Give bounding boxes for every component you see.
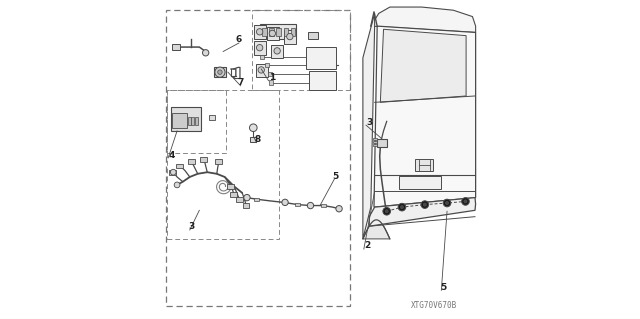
Circle shape	[464, 200, 467, 203]
Bar	[177, 164, 184, 168]
Bar	[308, 32, 318, 40]
Polygon shape	[374, 26, 476, 207]
Bar	[276, 28, 281, 36]
Bar	[271, 45, 284, 58]
Bar	[260, 55, 264, 59]
Bar	[236, 197, 243, 202]
Bar	[269, 80, 273, 85]
Circle shape	[336, 205, 342, 212]
Bar	[321, 204, 326, 207]
Bar	[284, 28, 288, 36]
Bar	[167, 90, 278, 239]
Circle shape	[257, 45, 263, 51]
Text: 5: 5	[441, 283, 447, 292]
Circle shape	[307, 202, 314, 209]
Bar	[255, 63, 268, 77]
Bar	[267, 27, 278, 41]
Bar	[376, 138, 387, 147]
Circle shape	[421, 201, 429, 208]
Circle shape	[423, 203, 426, 206]
Circle shape	[244, 195, 250, 201]
Bar	[250, 137, 257, 142]
Circle shape	[398, 203, 406, 211]
Bar	[269, 28, 274, 36]
Text: 6: 6	[236, 35, 242, 44]
Circle shape	[250, 124, 257, 131]
Text: 4: 4	[168, 151, 175, 160]
Circle shape	[282, 199, 288, 205]
Bar	[295, 203, 300, 206]
Text: 3: 3	[366, 118, 372, 127]
Bar	[227, 184, 234, 189]
Circle shape	[202, 50, 209, 56]
Bar	[373, 141, 376, 143]
Circle shape	[445, 201, 449, 204]
Circle shape	[269, 30, 276, 37]
Circle shape	[385, 210, 388, 213]
Polygon shape	[369, 197, 476, 226]
Bar	[230, 192, 237, 197]
Circle shape	[170, 169, 176, 175]
Bar	[188, 159, 195, 164]
Bar	[373, 138, 376, 140]
Polygon shape	[363, 220, 390, 239]
Bar	[252, 10, 350, 90]
Circle shape	[401, 205, 404, 209]
Polygon shape	[380, 29, 466, 102]
Circle shape	[258, 67, 264, 73]
Circle shape	[444, 199, 451, 207]
Polygon shape	[363, 13, 374, 239]
Bar	[260, 24, 296, 39]
Bar	[291, 28, 295, 36]
Bar	[254, 26, 266, 39]
Bar	[254, 197, 259, 201]
Bar	[172, 114, 187, 128]
Bar	[195, 117, 198, 125]
Bar	[254, 41, 266, 55]
Circle shape	[461, 197, 469, 205]
Circle shape	[274, 48, 280, 54]
Circle shape	[215, 67, 225, 77]
Circle shape	[174, 182, 180, 188]
Bar	[172, 44, 180, 50]
Bar	[200, 157, 207, 162]
Bar	[167, 90, 227, 153]
Text: 1: 1	[269, 73, 275, 82]
Bar	[268, 71, 272, 76]
Bar	[214, 67, 227, 77]
Bar	[306, 48, 336, 69]
Bar	[166, 10, 350, 306]
Bar	[309, 71, 336, 90]
Bar	[262, 28, 267, 36]
Bar	[171, 107, 201, 131]
Text: 8: 8	[255, 135, 261, 144]
Text: XTG70V670B: XTG70V670B	[412, 301, 458, 310]
Bar	[265, 63, 269, 67]
Text: 7: 7	[237, 78, 244, 87]
Circle shape	[383, 207, 390, 215]
Text: 2: 2	[364, 241, 370, 250]
Bar	[191, 117, 194, 125]
Text: 5: 5	[333, 172, 339, 181]
Bar	[170, 170, 177, 175]
Circle shape	[257, 29, 263, 35]
Bar	[215, 159, 222, 164]
Bar	[243, 203, 250, 208]
Bar	[209, 115, 215, 120]
Text: 3: 3	[188, 222, 195, 231]
Bar	[284, 30, 296, 44]
Polygon shape	[371, 7, 476, 33]
Bar	[399, 176, 441, 189]
Circle shape	[287, 33, 293, 40]
Bar	[188, 117, 191, 125]
Bar	[373, 144, 376, 146]
Circle shape	[218, 70, 222, 74]
Bar	[415, 159, 433, 171]
